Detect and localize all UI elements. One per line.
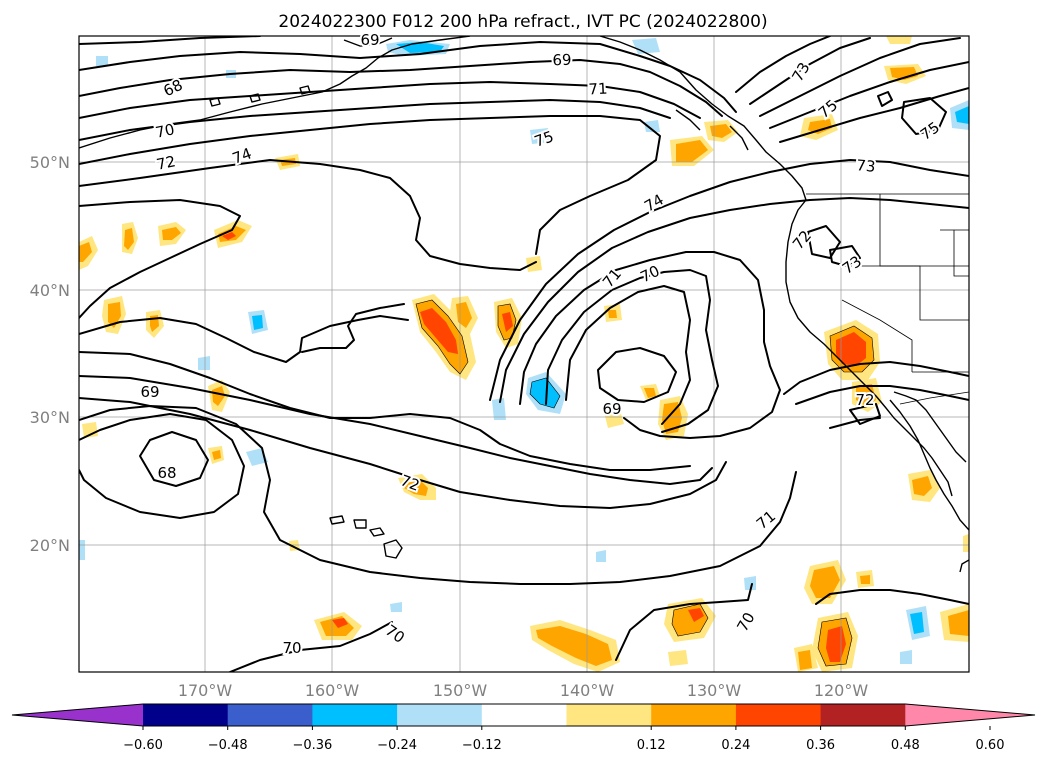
shading-outlines — [415, 299, 875, 667]
contour-label: 69 — [360, 31, 379, 49]
colorbar-tick-label: 0.36 — [806, 738, 835, 753]
lat-label-40n: 40°N — [30, 281, 70, 300]
contour-label: 70 — [282, 639, 301, 657]
colorbar-tick-label: −0.24 — [377, 738, 417, 753]
map-title: 2024022300 F012 200 hPa refract., IVT PC… — [278, 12, 767, 32]
colorbar-segment — [312, 704, 398, 726]
contour-label: 69 — [602, 400, 621, 418]
colorbar-tick-label: −0.12 — [462, 738, 502, 753]
contour-label: 72 — [855, 391, 874, 409]
lon-label-160w: 160°W — [305, 681, 360, 700]
colorbar-tick-label: 0.48 — [891, 738, 920, 753]
lat-label-50n: 50°N — [30, 153, 70, 172]
refractivity-contours — [79, 36, 969, 672]
colorbar-tick-label: −0.48 — [208, 738, 248, 753]
colorbar: −0.60 −0.48 −0.36 −0.24 −0.12 0.12 0.24 0.36 0.4… — [11, 703, 1036, 753]
colorbar-tick-label: 0.60 — [976, 738, 1005, 753]
colorbar-segment — [397, 704, 483, 726]
colorbar-tick-label: 0.12 — [637, 738, 666, 753]
contour-label: 71 — [588, 80, 608, 99]
lon-label-150w: 150°W — [433, 681, 488, 700]
colorbar-segment — [566, 704, 652, 726]
colorbar-tick-label: −0.60 — [123, 738, 163, 753]
colorbar-segment — [735, 704, 822, 726]
colorbar-segment — [651, 704, 737, 726]
lon-label-170w: 170°W — [178, 681, 233, 700]
lon-label-130w: 130°W — [687, 681, 742, 700]
map-gridlines — [79, 36, 969, 672]
lon-label-140w: 140°W — [560, 681, 615, 700]
colorbar-segment — [481, 704, 567, 726]
contour-label: 69 — [140, 383, 159, 401]
colorbar-extend-low — [12, 704, 143, 726]
colorbar-segment — [227, 704, 313, 726]
colorbar-extend-high — [905, 704, 1035, 726]
contour-label: 69 — [552, 51, 572, 70]
contour-label: 68 — [157, 464, 176, 482]
colorbar-segment — [820, 704, 906, 726]
map-frame — [78, 35, 970, 673]
latitude-labels: 50°N 40°N 30°N 20°N — [30, 153, 70, 555]
lat-label-20n: 20°N — [30, 536, 70, 555]
colorbar-tick-label: 0.24 — [721, 738, 750, 753]
lon-label-120w: 120°W — [814, 681, 869, 700]
political-borders — [806, 193, 969, 405]
lat-label-30n: 30°N — [30, 408, 70, 427]
contour-label: 73 — [856, 156, 877, 176]
colorbar-segment — [143, 704, 229, 726]
colorbar-tick-label: −0.36 — [292, 738, 332, 753]
longitude-labels: 170°W 160°W 150°W 140°W 130°W 120°W — [178, 681, 869, 700]
